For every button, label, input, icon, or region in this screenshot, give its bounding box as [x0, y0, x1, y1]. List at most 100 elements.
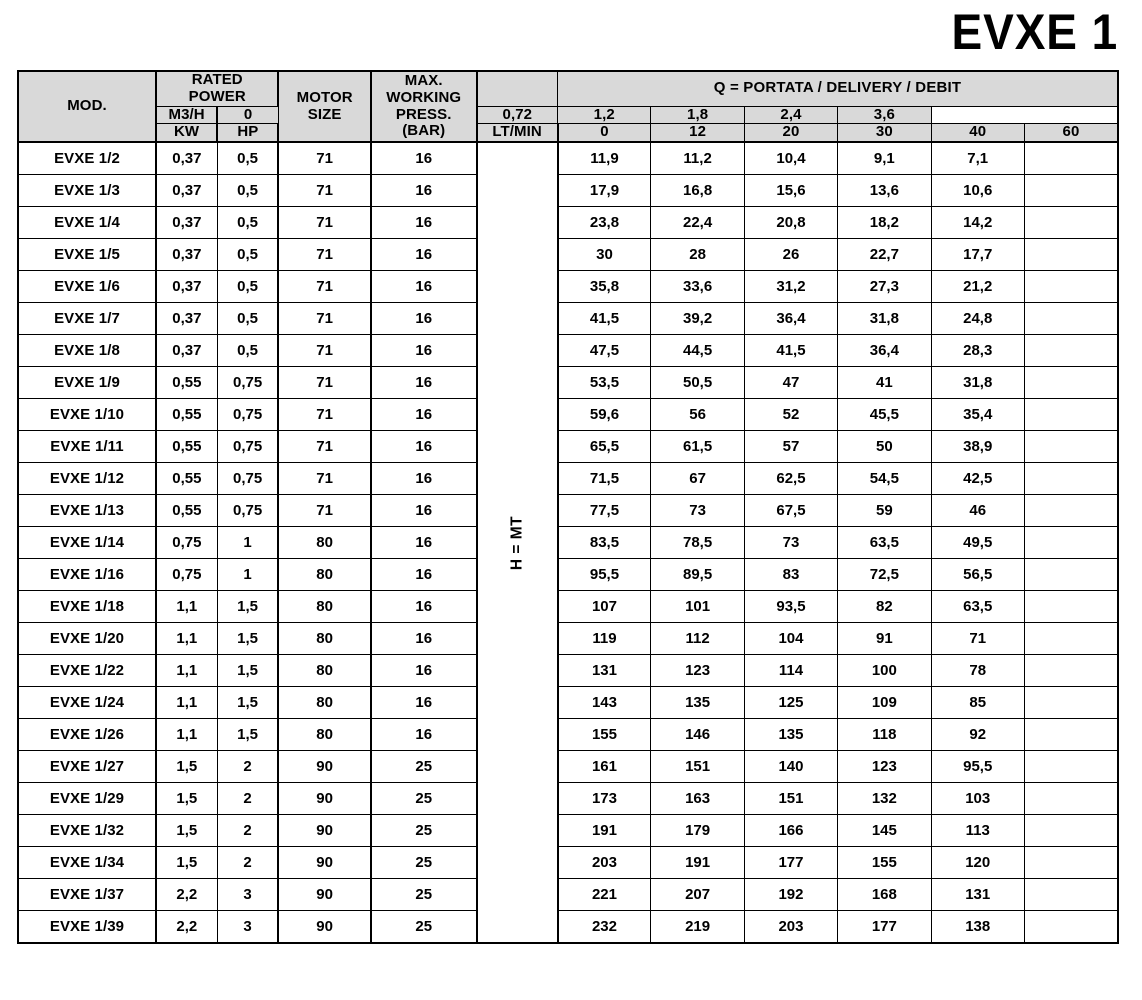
- cell-motor-size: 71: [277, 141, 372, 176]
- cell-head-2: 135: [743, 718, 839, 752]
- cell-motor-size: 90: [277, 910, 372, 945]
- cell-head-0: 155: [557, 718, 652, 752]
- cell-model: EVXE 1/16: [17, 558, 157, 592]
- cell-max-press: 16: [370, 462, 478, 496]
- cell-hp: 1,5: [216, 590, 280, 624]
- cell-head-2: 93,5: [743, 590, 839, 624]
- cell-kw: 1,1: [155, 718, 218, 752]
- cell-head-5: [1023, 718, 1119, 752]
- cell-head-0: 30: [557, 238, 652, 272]
- cell-head-3: 63,5: [837, 526, 932, 560]
- table-row: EVXE 1/14 0,75 1 80 16 83,5 78,5 73 63,5 49,5: [17, 526, 1119, 560]
- cell-hp: 1,5: [216, 654, 280, 688]
- header-flow-ltmin-1: 12: [650, 123, 745, 144]
- cell-head-5: [1023, 366, 1119, 400]
- cell-head-4: 120: [930, 846, 1025, 880]
- cell-head-5: [1023, 206, 1119, 240]
- table-row: EVXE 1/39 2,2 3 90 25 232 219 203 177 138: [17, 910, 1119, 945]
- cell-head-5: [1023, 782, 1119, 816]
- cell-head-3: 91: [837, 622, 932, 656]
- table-row: EVXE 1/12 0,55 0,75 71 16 71,5 67 62,5 54,5 42,5: [17, 462, 1119, 496]
- cell-head-5: [1023, 654, 1119, 688]
- cell-kw: 1,1: [155, 622, 218, 656]
- cell-model: EVXE 1/11: [17, 430, 157, 464]
- cell-head-4: 7,1: [930, 141, 1025, 176]
- cell-head-1: 44,5: [650, 334, 745, 368]
- cell-head-3: 59: [837, 494, 932, 528]
- cell-head-0: 203: [557, 846, 652, 880]
- cell-model: EVXE 1/39: [17, 910, 157, 945]
- cell-head-1: 151: [650, 750, 745, 784]
- cell-head-2: 47: [743, 366, 839, 400]
- cell-head-1: 67: [650, 462, 745, 496]
- cell-head-4: 56,5: [930, 558, 1025, 592]
- cell-model: EVXE 1/6: [17, 270, 157, 304]
- cell-head-3: 177: [837, 910, 932, 945]
- product-title-bar: EVXE 1: [937, 2, 1118, 62]
- cell-head-1: 50,5: [650, 366, 745, 400]
- cell-head-2: 125: [743, 686, 839, 720]
- cell-max-press: 16: [370, 686, 478, 720]
- cell-head-5: [1023, 238, 1119, 272]
- table-row: EVXE 1/20 1,1 1,5 80 16 119 112 104 91 71: [17, 622, 1119, 656]
- cell-head-1: 179: [650, 814, 745, 848]
- cell-hp: 1,5: [216, 622, 280, 656]
- cell-head-5: [1023, 174, 1119, 208]
- cell-max-press: 16: [370, 302, 478, 336]
- cell-head-1: 89,5: [650, 558, 745, 592]
- cell-head-2: 73: [743, 526, 839, 560]
- cell-head-3: 54,5: [837, 462, 932, 496]
- table-row: EVXE 1/7 0,37 0,5 71 16 41,5 39,2 36,4 31,8 24,8: [17, 302, 1119, 336]
- table-row: EVXE 1/16 0,75 1 80 16 95,5 89,5 83 72,5 56,5: [17, 558, 1119, 592]
- cell-motor-size: 71: [277, 302, 372, 336]
- cell-max-press: 25: [370, 910, 478, 945]
- cell-motor-size: 80: [277, 718, 372, 752]
- cell-kw: 0,37: [155, 270, 218, 304]
- cell-hp: 0,75: [216, 430, 280, 464]
- cell-head-1: 146: [650, 718, 745, 752]
- cell-head-5: [1023, 558, 1119, 592]
- cell-head-3: 45,5: [837, 398, 932, 432]
- cell-head-0: 95,5: [557, 558, 652, 592]
- cell-head-1: 73: [650, 494, 745, 528]
- cell-max-press: 16: [370, 270, 478, 304]
- cell-max-press: 16: [370, 430, 478, 464]
- table-row: EVXE 1/2 0,37 0,5 71 16 H = MT 11,9 11,2 10,4 9,1…: [17, 141, 1119, 944]
- cell-max-press: 16: [370, 141, 478, 176]
- cell-head-1: 163: [650, 782, 745, 816]
- cell-kw: 0,55: [155, 398, 218, 432]
- cell-motor-size: 80: [277, 654, 372, 688]
- cell-head-3: 82: [837, 590, 932, 624]
- header-flow-m3h-0: 0: [216, 105, 279, 125]
- cell-max-press: 16: [370, 526, 478, 560]
- cell-model: EVXE 1/13: [17, 494, 157, 528]
- specification-table-container: MOD. RATED POWER MOTOR SIZE MAX. WORKING…: [17, 70, 1119, 945]
- cell-head-3: 9,1: [837, 141, 932, 176]
- header-flow-ltmin-3: 30: [837, 123, 932, 144]
- table-row: EVXE 1/5 0,37 0,5 71 16 30 28 26 22,7 17,7: [17, 238, 1119, 272]
- cell-hp: 0,5: [216, 206, 280, 240]
- cell-kw: 0,75: [155, 558, 218, 592]
- cell-head-2: 151: [743, 782, 839, 816]
- cell-head-2: 41,5: [743, 334, 839, 368]
- cell-head-5: [1023, 686, 1119, 720]
- cell-hp: 0,5: [216, 141, 280, 176]
- cell-head-4: 24,8: [930, 302, 1025, 336]
- cell-motor-size: 71: [277, 398, 372, 432]
- header-unit-ltmin: LT/MIN: [476, 123, 559, 144]
- cell-kw: 0,55: [155, 366, 218, 400]
- cell-kw: 1,5: [155, 814, 218, 848]
- cell-kw: 1,5: [155, 782, 218, 816]
- header-row-top: MOD. RATED POWER MOTOR SIZE MAX. WORKING…: [17, 70, 1119, 143]
- cell-motor-size: 71: [277, 430, 372, 464]
- cell-motor-size: 71: [277, 462, 372, 496]
- cell-head-4: 42,5: [930, 462, 1025, 496]
- cell-head-0: 107: [557, 590, 652, 624]
- cell-model: EVXE 1/37: [17, 878, 157, 912]
- cell-kw: 0,55: [155, 430, 218, 464]
- cell-hp: 0,75: [216, 494, 280, 528]
- cell-head-3: 41: [837, 366, 932, 400]
- cell-head-3: 123: [837, 750, 932, 784]
- cell-head-0: 71,5: [557, 462, 652, 496]
- header-max-working-press: MAX. WORKING PRESS. (BAR): [370, 70, 478, 143]
